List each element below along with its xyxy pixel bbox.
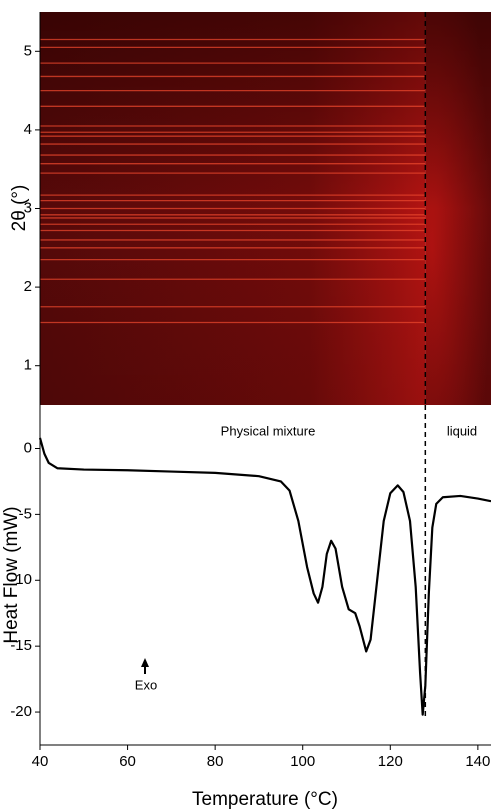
y-tick-label: 2 (24, 278, 32, 295)
annotation: liquid (447, 423, 477, 438)
x-tick-label: 100 (290, 753, 315, 770)
exo-arrow-head (141, 658, 149, 667)
y-axis-label: Heat Flow (mW) (1, 506, 22, 643)
annotation: Exo (135, 677, 157, 692)
y-tick-label: 4 (24, 121, 32, 138)
y-tick-label: -5 (19, 505, 32, 522)
x-tick-label: 120 (378, 753, 403, 770)
annotation: Physical mixture (221, 423, 316, 438)
y-axis-label: 2θ (°) (9, 185, 30, 232)
y-tick-label: 3 (24, 199, 32, 216)
y-tick-label: 1 (24, 357, 32, 374)
x-tick-label: 60 (119, 753, 136, 770)
heatmap (40, 12, 491, 405)
y-tick-label: -15 (10, 637, 32, 654)
y-tick-label: 5 (24, 42, 32, 59)
x-tick-label: 40 (32, 753, 49, 770)
dsc-curve (38, 437, 491, 716)
x-axis-label: Temperature (°C) (192, 789, 338, 810)
x-tick-label: 140 (465, 753, 490, 770)
x-tick-label: 80 (207, 753, 224, 770)
y-tick-label: 0 (24, 439, 32, 456)
y-tick-label: -20 (10, 703, 32, 720)
y-tick-label: -10 (10, 571, 32, 588)
